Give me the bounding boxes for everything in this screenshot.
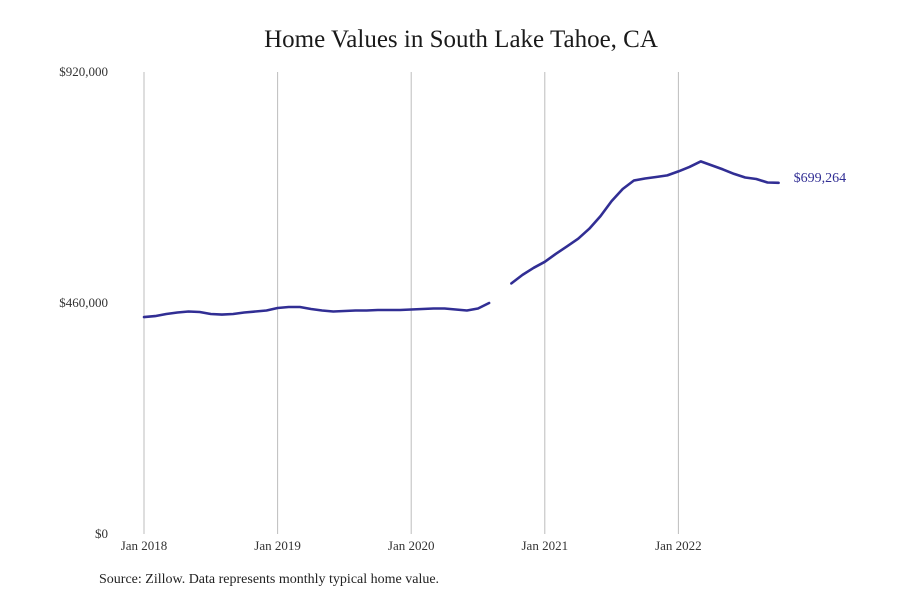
x-tick-label-3: Jan 2021 — [522, 538, 569, 553]
x-tick-label-1: Jan 2019 — [254, 538, 301, 553]
x-tick-label-4: Jan 2022 — [655, 538, 702, 553]
series-lines — [142, 160, 780, 319]
source-note: Source: Zillow. Data represents monthly … — [99, 572, 440, 587]
x-gridlines — [143, 72, 679, 534]
x-tick-label-0: Jan 2018 — [121, 538, 168, 553]
y-tick-label-2: $920,000 — [59, 64, 108, 79]
series-line-segment-1 — [510, 160, 780, 285]
x-tick-label-2: Jan 2020 — [388, 538, 435, 553]
chart-title: Home Values in South Lake Tahoe, CA — [264, 26, 658, 53]
y-tick-label-1: $460,000 — [59, 295, 108, 310]
y-tick-label-0: $0 — [95, 526, 108, 541]
last-value-label: $699,264 — [794, 171, 847, 186]
x-axis-ticks: Jan 2018 Jan 2019 Jan 2020 Jan 2021 Jan 2022 — [121, 538, 702, 553]
series-line-segment-0 — [142, 301, 491, 319]
y-axis-ticks: $0 $460,000 $920,000 — [59, 64, 108, 541]
